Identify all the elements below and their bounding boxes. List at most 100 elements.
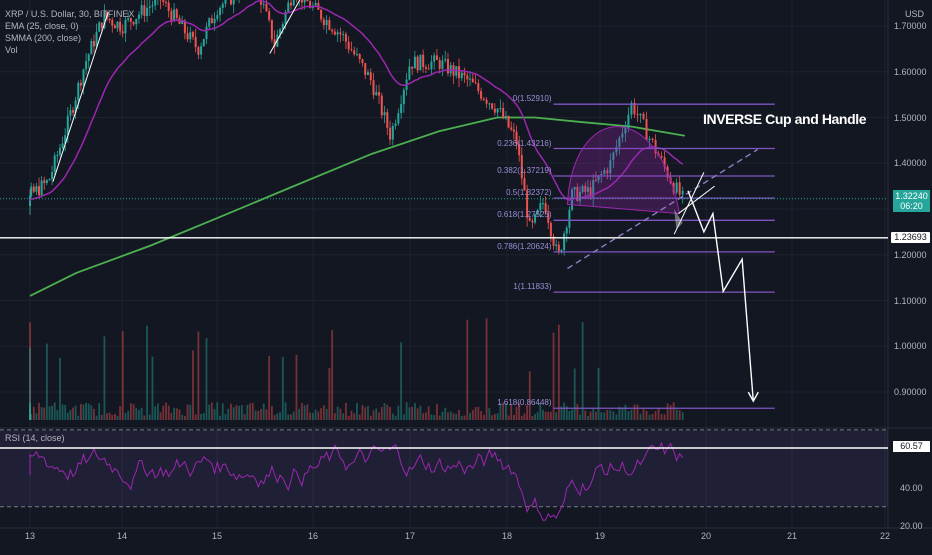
volume-bar <box>340 409 342 420</box>
volume-bar <box>389 407 391 420</box>
candle-body <box>263 4 265 5</box>
volume-bar <box>127 411 129 420</box>
volume-bar <box>403 414 405 420</box>
volume-bar <box>362 405 364 420</box>
volume-bar <box>439 416 441 420</box>
rsi-legend[interactable]: RSI (14, close) <box>5 433 65 443</box>
volume-bar <box>447 412 449 420</box>
volume-bar <box>458 410 460 420</box>
candle-body <box>367 72 369 75</box>
candle-body <box>200 46 202 55</box>
volume-bar <box>600 412 602 420</box>
volume-bar <box>658 408 660 420</box>
ema-legend[interactable]: EMA (25, close, 0) <box>5 20 134 32</box>
volume-bar <box>524 413 526 420</box>
chart-legend: XRP / U.S. Dollar, 30, BITFINEX EMA (25,… <box>5 8 134 56</box>
candle-body <box>649 139 651 140</box>
candle-body <box>480 91 482 99</box>
volume-bar <box>176 408 178 420</box>
candle-body <box>320 10 322 20</box>
time-tick-label: 18 <box>502 531 512 541</box>
volume-bar <box>466 320 468 420</box>
candle-body <box>230 0 232 4</box>
candle-body <box>43 180 45 183</box>
fib-level-label: 0.618(1.27525) <box>497 210 551 219</box>
candle-body <box>414 57 416 69</box>
volume-bar <box>285 402 287 420</box>
candle-body <box>389 128 391 140</box>
symbol-title[interactable]: XRP / U.S. Dollar, 30, BITFINEX <box>5 8 134 20</box>
volume-bar <box>122 331 124 420</box>
volume-bar <box>464 415 466 420</box>
volume-bar <box>425 412 427 420</box>
volume-bar <box>67 413 69 420</box>
time-tick-label: 16 <box>308 531 318 541</box>
candle-body <box>69 110 71 116</box>
candle-body <box>265 4 267 11</box>
fib-level-label: 0.786(1.20624) <box>497 242 551 251</box>
volume-bar <box>214 409 216 420</box>
volume-bar <box>529 371 531 420</box>
volume-bar <box>450 412 452 420</box>
volume-bar <box>90 405 92 420</box>
candle-body <box>337 32 339 34</box>
currency-unit: USD <box>905 9 924 19</box>
volume-bar <box>187 405 189 420</box>
volume-bar <box>420 406 422 420</box>
candle-body <box>268 11 270 20</box>
volume-bar <box>364 407 366 420</box>
candle-body <box>444 59 446 61</box>
volume-bar <box>612 411 614 420</box>
candle-body <box>502 108 504 118</box>
time-tick-label: 21 <box>787 531 797 541</box>
price-tick-label: 1.40000 <box>894 158 927 168</box>
volume-bar <box>287 414 289 420</box>
volume-bar <box>326 409 328 420</box>
volume-bar <box>469 413 471 420</box>
volume-bar <box>290 414 292 420</box>
volume-bar <box>414 403 416 420</box>
volume-bar <box>631 410 633 420</box>
candle-body <box>154 0 156 5</box>
time-tick-label: 20 <box>701 531 711 541</box>
candle-body <box>328 20 330 30</box>
candle-body <box>627 115 629 128</box>
candle-body <box>436 55 438 60</box>
candle-body <box>642 114 644 119</box>
volume-bar <box>225 414 227 420</box>
volume-bar <box>189 405 191 420</box>
volume-bar <box>249 403 251 420</box>
volume-bar <box>230 404 232 420</box>
volume-bar <box>422 413 424 420</box>
volume-bar <box>246 405 248 420</box>
volume-bar <box>664 414 666 420</box>
volume-bar <box>431 414 433 420</box>
volume-bar <box>85 403 87 420</box>
candle-body <box>59 148 61 155</box>
candle-body <box>364 63 366 75</box>
volume-bar <box>563 403 565 420</box>
candle-body <box>149 7 151 8</box>
rsi-tick-label: 40.00 <box>900 483 923 493</box>
volume-bar <box>152 357 154 420</box>
last-price-badge: 1.32240 06:20 <box>893 190 930 212</box>
volume-bar <box>571 410 573 420</box>
volume-bar <box>353 413 355 420</box>
volume-bar <box>606 410 608 420</box>
smma-legend[interactable]: SMMA (200, close) <box>5 32 134 44</box>
projection-path <box>688 191 753 401</box>
volume-bar <box>252 403 254 420</box>
vol-legend[interactable]: Vol <box>5 44 134 56</box>
volume-bar <box>521 416 523 420</box>
pattern-annotation[interactable]: INVERSE Cup and Handle <box>703 111 866 127</box>
volume-bar <box>682 412 684 420</box>
volume-bar <box>652 414 654 420</box>
candle-body <box>326 20 328 25</box>
volume-bar <box>373 410 375 420</box>
candle-body <box>211 18 213 23</box>
volume-bar <box>293 412 295 420</box>
volume-bar <box>558 325 560 420</box>
volume-bar <box>216 402 218 420</box>
